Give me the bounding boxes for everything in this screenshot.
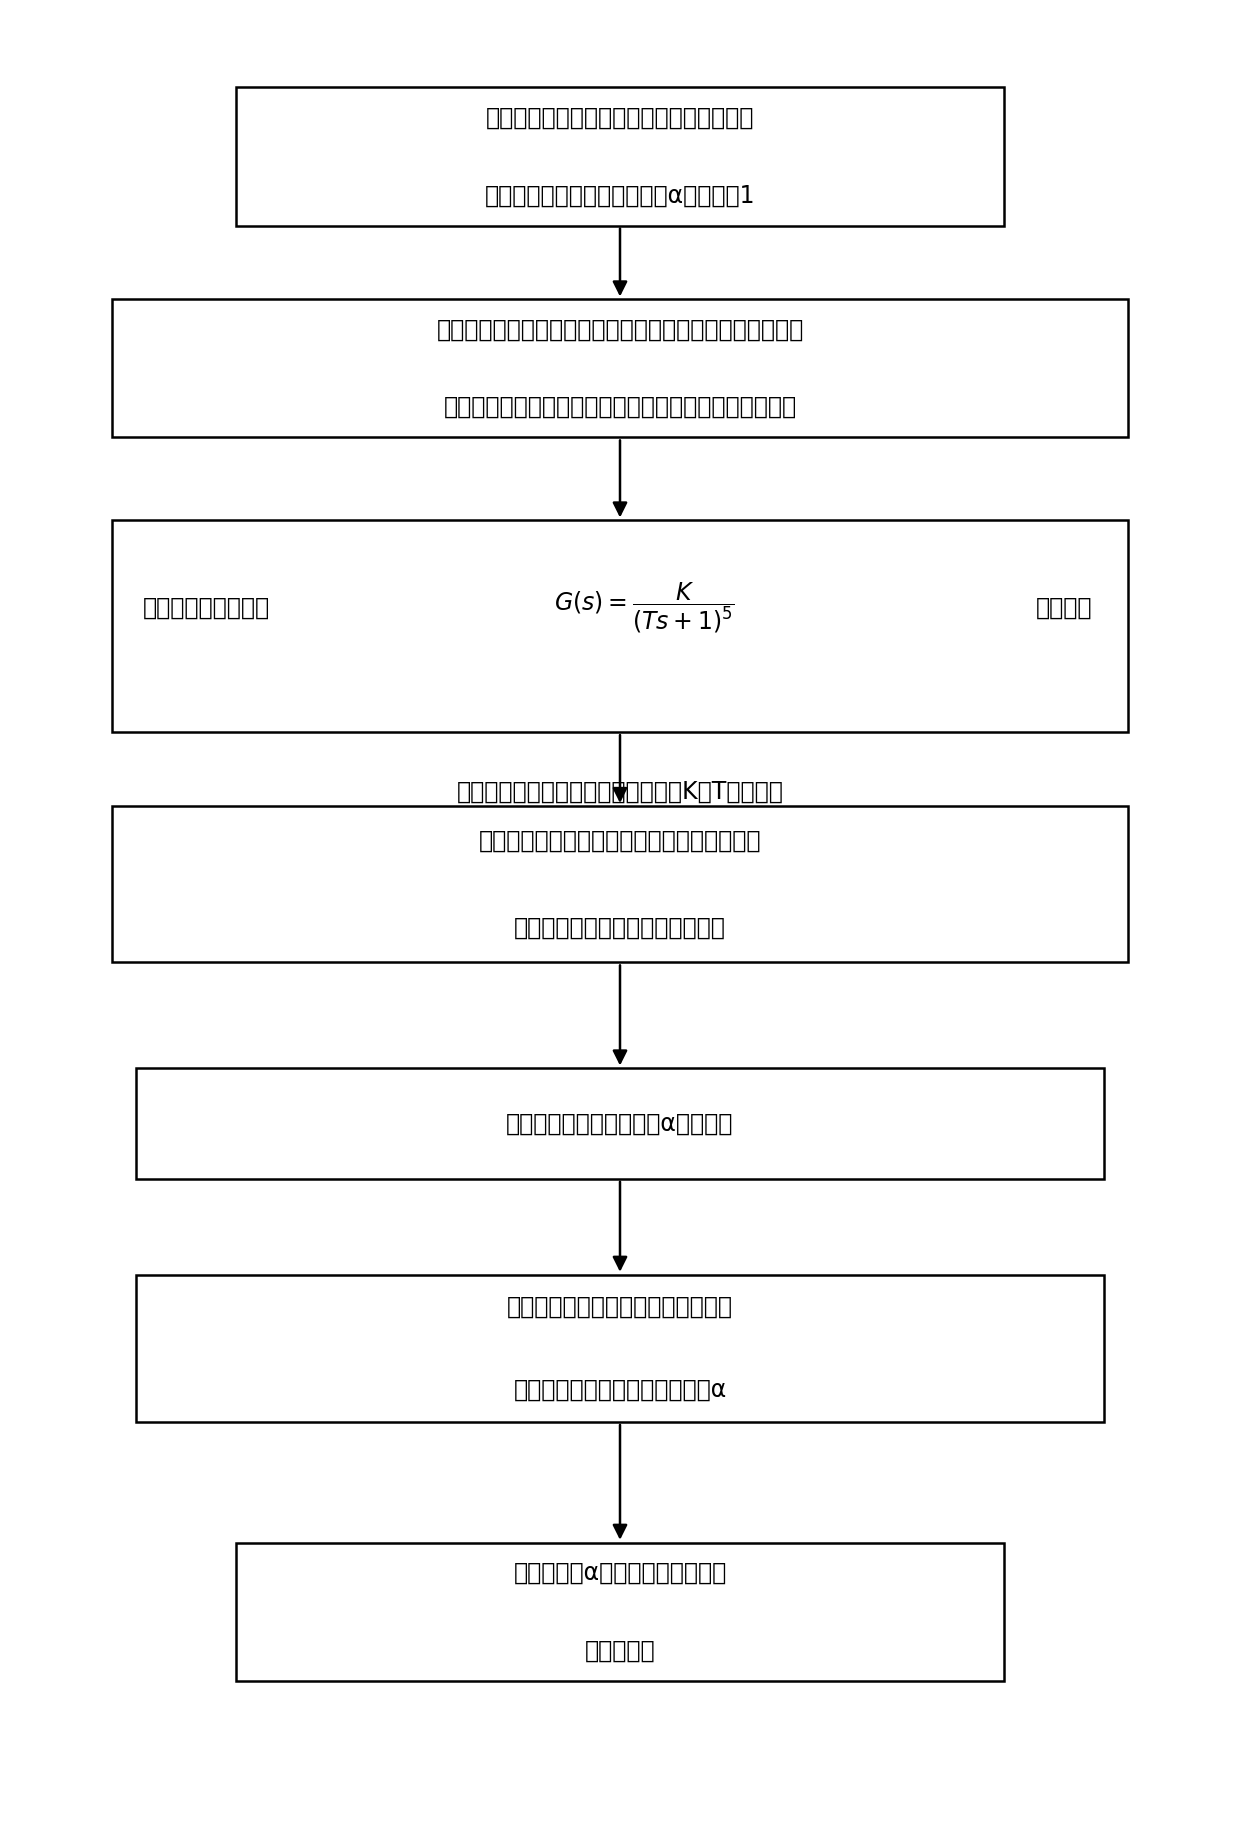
Text: ，使用粒: ，使用粒: [1035, 595, 1092, 621]
Text: 立过热器仿真模型，动态参数α初始值为1: 立过热器仿真模型，动态参数α初始值为1: [485, 182, 755, 208]
Bar: [112, 807, 1128, 962]
Text: 根据实际过热器的结构参数和设计参数，建: 根据实际过热器的结构参数和设计参数，建: [486, 105, 754, 131]
Bar: [112, 298, 1128, 437]
Bar: [236, 1544, 1004, 1680]
Text: 子群智能算法和现场数据对模型中的K、T进行辨识: 子群智能算法和现场数据对模型中的K、T进行辨识: [456, 779, 784, 805]
Text: 当满足误差设定条件或者达到设置的: 当满足误差设定条件或者达到设置的: [507, 1295, 733, 1319]
Bar: [236, 88, 1004, 227]
Text: 根据辨识模型与机理模型在相同扰动下的输出: 根据辨识模型与机理模型在相同扰动下的输出: [479, 829, 761, 853]
Text: 结果的区别，建立均方差误差函数: 结果的区别，建立均方差误差函数: [515, 915, 725, 939]
Bar: [136, 1275, 1104, 1422]
Bar: [136, 1068, 1104, 1179]
Text: 将动态参数α数值代回到原过热器: 将动态参数α数值代回到原过热器: [513, 1560, 727, 1586]
Text: 选取辨识模型结构为: 选取辨识模型结构为: [143, 595, 270, 621]
Text: 并进行滤波、剔除粗大值、零均值化等方法处理原始数据: 并进行滤波、剔除粗大值、零均值化等方法处理原始数据: [444, 394, 796, 420]
Text: 仿真模型中: 仿真模型中: [585, 1638, 655, 1663]
Text: 寻优最大次数，则输出动态参数α: 寻优最大次数，则输出动态参数α: [513, 1378, 727, 1402]
Bar: [112, 519, 1128, 731]
Text: 获取机组历史运行数据，筛选其中符合辨识条件的数据段，: 获取机组历史运行数据，筛选其中符合辨识条件的数据段，: [436, 317, 804, 343]
Text: 根据误差大小对动态参数α进行寻优: 根据误差大小对动态参数α进行寻优: [506, 1111, 734, 1137]
Text: $G(s)=\dfrac{K}{(Ts+1)^{5}}$: $G(s)=\dfrac{K}{(Ts+1)^{5}}$: [554, 580, 735, 635]
